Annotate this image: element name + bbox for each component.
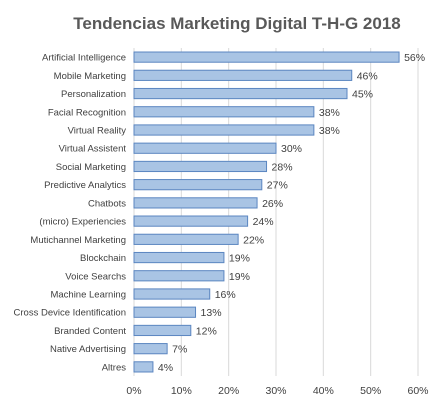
data-label: 28% bbox=[272, 161, 293, 173]
data-label: 4% bbox=[158, 362, 173, 374]
bar bbox=[133, 215, 249, 227]
bar bbox=[133, 288, 211, 300]
data-label: 38% bbox=[319, 125, 340, 137]
x-tick-label: 40% bbox=[313, 385, 334, 397]
bar bbox=[133, 343, 168, 355]
data-label: 7% bbox=[172, 344, 187, 356]
x-tick-label: 0% bbox=[126, 385, 141, 397]
bar bbox=[133, 160, 268, 173]
bar bbox=[133, 51, 400, 63]
category-label: Social Marketing bbox=[56, 162, 126, 173]
chart-title: Tendencias Marketing Digital T-H-G 2018 bbox=[73, 14, 401, 33]
data-label: 12% bbox=[196, 325, 217, 337]
data-label: 13% bbox=[201, 307, 222, 319]
category-label: Mobile Marketing bbox=[54, 71, 126, 82]
bar bbox=[133, 87, 348, 100]
data-label: 26% bbox=[262, 198, 283, 210]
x-tick-label: 10% bbox=[171, 385, 192, 397]
category-label: Chatbots bbox=[88, 198, 126, 209]
bar bbox=[133, 69, 353, 81]
bar bbox=[133, 233, 239, 245]
category-label: Blockchain bbox=[80, 253, 126, 264]
x-tick-label: 60% bbox=[407, 385, 428, 397]
data-label: 30% bbox=[281, 143, 302, 155]
category-label: Virtual Assistent bbox=[59, 144, 127, 155]
x-tick-label: 20% bbox=[218, 385, 239, 397]
data-label: 56% bbox=[404, 52, 425, 64]
x-tick-label: 30% bbox=[265, 385, 286, 397]
x-tick-label: 50% bbox=[360, 385, 381, 397]
data-label: 38% bbox=[319, 107, 340, 119]
category-label: Predictive Analytics bbox=[44, 180, 126, 191]
data-label: 45% bbox=[352, 89, 373, 101]
category-label: Personalization bbox=[61, 89, 126, 100]
bar bbox=[133, 197, 258, 209]
bar bbox=[133, 270, 225, 282]
category-label: Virtual Reality bbox=[68, 126, 127, 137]
category-label: Cross Device Identification bbox=[14, 308, 126, 319]
data-label: 19% bbox=[229, 271, 250, 283]
category-label: Machine Learning bbox=[50, 290, 126, 301]
bar bbox=[133, 106, 315, 118]
data-label: 27% bbox=[267, 180, 288, 192]
category-label: Altres bbox=[102, 362, 127, 373]
bar bbox=[133, 124, 315, 136]
category-label: Voice Searchs bbox=[65, 271, 126, 282]
bar bbox=[133, 142, 277, 154]
data-label: 19% bbox=[229, 253, 250, 265]
bar bbox=[133, 251, 225, 264]
bar bbox=[133, 179, 263, 191]
category-label: Artificial Intelligence bbox=[42, 53, 126, 64]
bar bbox=[133, 306, 197, 318]
data-label: 16% bbox=[215, 289, 236, 301]
data-label: 46% bbox=[357, 70, 378, 82]
bar bbox=[133, 324, 192, 337]
category-label: (micro) Experiencies bbox=[39, 217, 126, 228]
category-label: Facial Recognition bbox=[48, 107, 126, 118]
data-label: 24% bbox=[253, 216, 274, 228]
category-label: Mutichannel Marketing bbox=[30, 235, 126, 246]
data-label: 22% bbox=[243, 234, 264, 246]
bar bbox=[133, 361, 154, 373]
category-label: Native Advertising bbox=[50, 344, 126, 355]
category-label: Branded Content bbox=[54, 326, 126, 337]
